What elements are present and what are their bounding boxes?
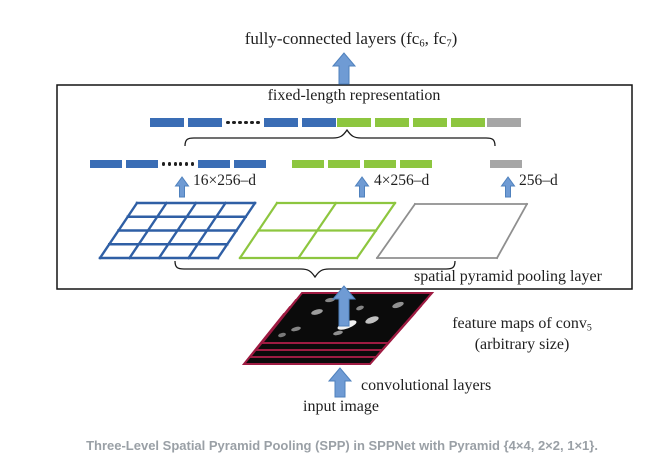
feature-bar <box>400 160 432 168</box>
feature-bar <box>188 118 222 127</box>
dot-icon <box>190 162 194 166</box>
pool-16x256d-label: 16×256–d <box>193 172 256 189</box>
figure-caption: Three-Level Spatial Pyramid Pooling (SPP… <box>86 438 598 453</box>
dot-icon <box>226 120 230 125</box>
feature-bar <box>126 160 158 168</box>
feature-bar <box>487 118 521 127</box>
feature-bar <box>337 118 371 127</box>
spp-layer-label: spatial pyramid pooling layer <box>414 268 602 285</box>
dot-icon <box>232 120 236 125</box>
feature-bar <box>302 118 336 127</box>
up-arrow-icon <box>354 176 370 198</box>
concat-brace-icon <box>184 128 496 147</box>
feature-bar <box>413 118 447 127</box>
dot-icon <box>167 162 171 166</box>
dot-icon <box>179 162 183 166</box>
feature-bar <box>234 160 266 168</box>
pooling-grids <box>98 201 529 260</box>
flow-arrows <box>174 52 516 398</box>
feature-bar <box>375 118 409 127</box>
feature-bar <box>150 118 184 127</box>
feature-bar <box>364 160 396 168</box>
up-arrow-icon <box>174 176 190 198</box>
pooling-grid-1x1 <box>375 202 529 260</box>
ellipsis-dots <box>162 160 194 168</box>
up-arrow-icon <box>331 285 357 327</box>
up-arrow-icon <box>327 367 353 398</box>
dot-icon <box>162 162 166 166</box>
up-arrow-icon <box>331 52 357 85</box>
fully-connected-label: fully-connected layers (fc6, fc7) <box>244 29 458 50</box>
pool-4x256d-label: 4×256–d <box>374 172 430 189</box>
pooling-grid-4x4 <box>98 201 257 260</box>
fixed-length-label: fixed-length representation <box>267 87 441 104</box>
dot-icon <box>244 120 248 125</box>
up-arrow-icon <box>500 176 516 198</box>
dot-icon <box>256 120 260 125</box>
feature-bar <box>264 118 298 127</box>
pooling-grid-2x2 <box>238 201 397 260</box>
pooling-brace-icon <box>174 260 456 279</box>
feature-bar <box>90 160 122 168</box>
input-image-label: input image <box>303 398 379 415</box>
dot-icon <box>185 162 189 166</box>
feature-bar <box>328 160 360 168</box>
convolutional-layers-label: convolutional layers <box>361 377 492 394</box>
dot-icon <box>250 120 254 125</box>
feature-bar <box>451 118 485 127</box>
feature-bar <box>292 160 324 168</box>
feature-maps-label: feature maps of conv5 (arbitrary size) <box>452 315 592 354</box>
feature-bar <box>198 160 230 168</box>
feature-bar <box>490 160 522 168</box>
dot-icon <box>238 120 242 125</box>
dot-icon <box>173 162 177 166</box>
ellipsis-dots <box>226 118 260 127</box>
pool-256d-label: 256–d <box>519 172 558 189</box>
